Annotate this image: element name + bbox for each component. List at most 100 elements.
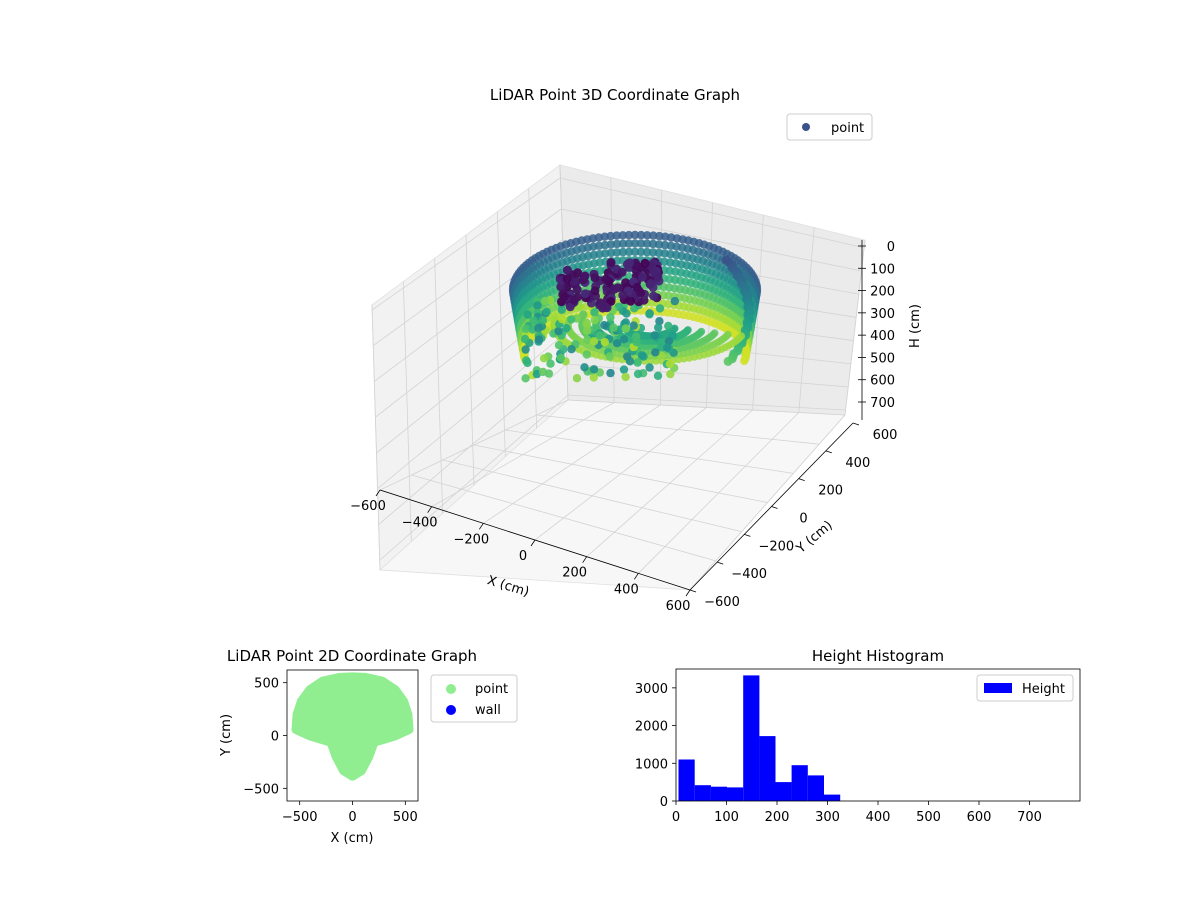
histogram-y-tick-label: 3000 — [635, 682, 668, 697]
lidar-point — [618, 247, 628, 257]
lidar-point — [740, 356, 749, 366]
lidar-point — [523, 358, 532, 368]
lidar-point — [643, 231, 652, 240]
lidar-point — [533, 301, 542, 310]
lidar-point — [663, 343, 672, 352]
legend-2d-point-marker — [446, 684, 456, 694]
y-tick-label-3d: −600 — [704, 595, 740, 610]
lidar-point — [580, 271, 590, 281]
lidar-point — [645, 310, 654, 319]
lidar-point — [636, 239, 646, 248]
lidar-point — [612, 239, 622, 249]
lidar-point — [612, 339, 622, 348]
lidar-point — [529, 316, 538, 325]
grid-line-z — [567, 394, 846, 411]
lidar-point — [648, 239, 658, 249]
lidar-point — [653, 371, 663, 380]
lidar-point — [595, 331, 604, 340]
y-tick-label-3d: 600 — [873, 428, 898, 443]
lidar-point — [582, 326, 592, 335]
grid-line-x-back — [798, 227, 815, 413]
x-tick-3d — [685, 589, 691, 597]
lidar-point — [630, 239, 640, 248]
chart-2d-y-tick-label: 0 — [271, 730, 279, 745]
histogram-legend-swatch — [984, 683, 1012, 693]
chart-2d-ylabel: Y (cm) — [219, 714, 234, 757]
lidar-point — [554, 341, 564, 350]
histogram-y-tick-label: 2000 — [635, 720, 668, 735]
lidar-point — [521, 374, 530, 383]
lidar-point — [632, 338, 641, 347]
lidar-point — [569, 295, 579, 305]
grid-line-z — [559, 177, 866, 249]
lidar-point — [632, 282, 642, 292]
lidar-point — [569, 277, 579, 287]
lidar-point — [600, 338, 610, 347]
lidar-point — [590, 315, 599, 325]
lidar-point — [650, 331, 659, 340]
lidar-point — [655, 304, 665, 313]
lidar-point — [670, 296, 679, 306]
histogram-x-tick-label: 300 — [815, 810, 840, 825]
legend-3d-marker — [802, 123, 810, 131]
x-tick-3d — [582, 556, 587, 563]
lidar-point — [633, 358, 642, 367]
lidar-point — [657, 343, 666, 353]
histogram-legend-label: Height — [1022, 682, 1065, 697]
z-tick-label-3d: 300 — [870, 307, 895, 322]
x-tick-3d — [479, 523, 484, 530]
legend-2d-wall-label: wall — [475, 703, 501, 718]
lidar-point — [572, 285, 582, 295]
lidar-point — [651, 348, 660, 357]
lidar-point — [572, 374, 582, 383]
grid-line-y — [505, 429, 794, 474]
chart-2d-x-tick-label: −500 — [282, 810, 318, 825]
lidar-point — [580, 289, 590, 299]
lidar-point — [649, 291, 658, 301]
lidar-point — [534, 335, 544, 344]
y-tick-label-3d: −200 — [758, 539, 794, 554]
lidar-point — [605, 352, 614, 361]
histogram-bar — [775, 782, 792, 801]
lidar-point — [521, 345, 530, 354]
x-tick-3d — [634, 573, 639, 580]
lidar-point — [542, 307, 551, 316]
lidar-point — [612, 248, 622, 257]
grid-line-z-left — [379, 394, 569, 561]
lidar-point — [621, 278, 631, 288]
lidar-point — [621, 318, 630, 327]
lidar-point — [637, 351, 647, 360]
lidar-point — [606, 240, 616, 249]
chart-2d: LiDAR Point 2D Coordinate Graph −500 0 500… — [219, 647, 518, 846]
lidar-point — [520, 334, 530, 344]
histogram-bar — [791, 765, 808, 801]
histogram-bars — [678, 675, 841, 801]
z-tick-label-3d: 700 — [870, 396, 895, 411]
histogram-bar — [824, 794, 841, 801]
lidar-point — [640, 258, 650, 268]
lidar-point — [521, 324, 531, 333]
histogram-x-tick-label: 600 — [967, 810, 992, 825]
lidar-point — [649, 267, 659, 277]
grid-line-y-left — [496, 211, 506, 457]
y-tick-label-3d: 200 — [818, 484, 843, 499]
grid-line-y — [473, 444, 768, 503]
histogram-bar — [743, 675, 760, 801]
lidar-point — [589, 373, 598, 382]
lidar-point — [629, 321, 638, 330]
lidar-point — [622, 309, 631, 318]
lidar-point — [666, 369, 675, 379]
z-tick-label-3d: 0 — [887, 240, 895, 255]
histogram-x-tick-label: 100 — [714, 810, 739, 825]
histogram-bar — [678, 759, 695, 801]
z-tick-label-3d: 100 — [870, 262, 895, 277]
lidar-point — [606, 258, 616, 267]
y-tick-3d — [771, 506, 778, 509]
x-tick-3d — [530, 539, 536, 547]
lidar-point — [633, 369, 643, 379]
x-tick-label-3d: 0 — [519, 549, 527, 564]
y-tick-3d — [689, 589, 697, 593]
x-tick-3d — [427, 506, 432, 513]
chart-2d-x-tick-label: 0 — [348, 810, 356, 825]
lidar-point — [619, 335, 629, 344]
